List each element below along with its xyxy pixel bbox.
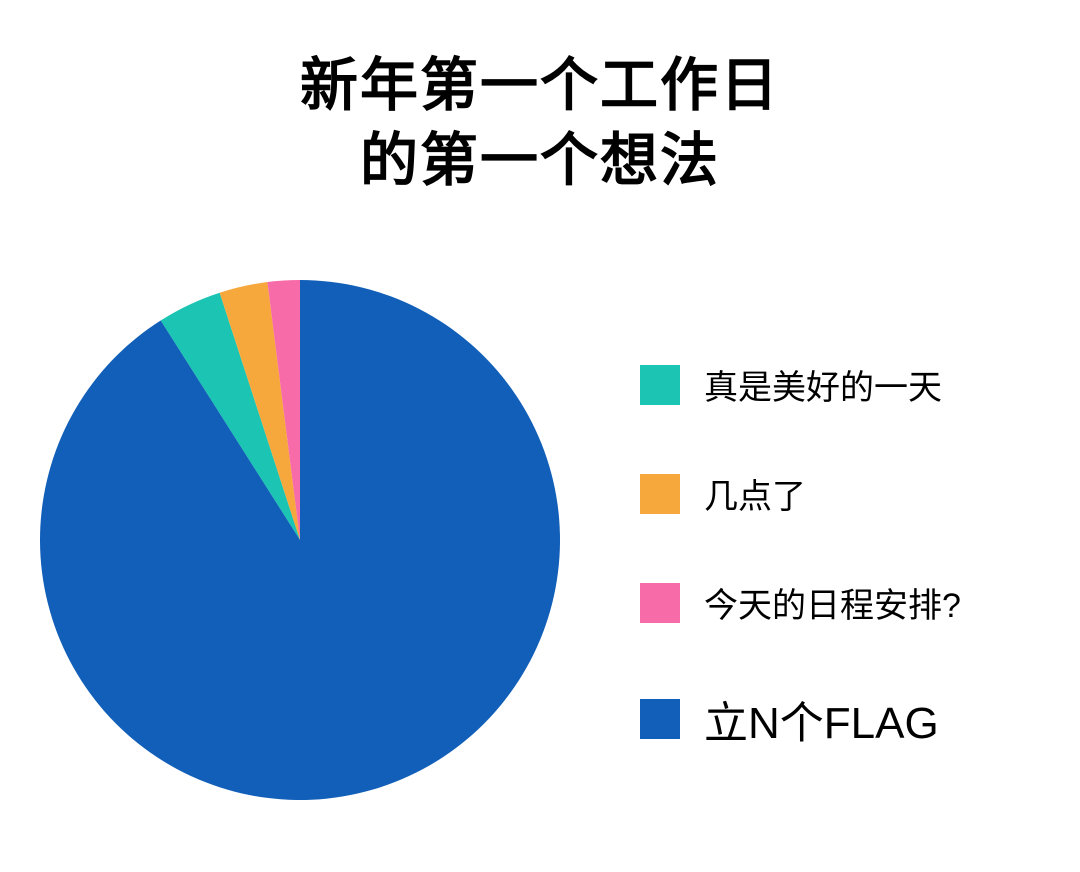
legend-item-2: 今天的日程安排? (640, 578, 961, 627)
legend-item-3: 立N个FLAG (640, 687, 961, 751)
legend-item-1: 几点了 (640, 469, 961, 518)
legend-swatch-3 (640, 699, 680, 739)
legend: 真是美好的一天几点了今天的日程安排? 立N个FLAG (640, 360, 961, 751)
legend-label-0: 真是美好的一天 (704, 360, 942, 409)
legend-swatch-1 (640, 474, 680, 514)
legend-item-0: 真是美好的一天 (640, 360, 961, 409)
legend-label-2: 今天的日程安排? (704, 578, 961, 627)
legend-label-1: 几点了 (704, 469, 806, 518)
legend-swatch-2 (640, 583, 680, 623)
legend-swatch-0 (640, 365, 680, 405)
legend-label-3: 立N个FLAG (704, 687, 939, 751)
